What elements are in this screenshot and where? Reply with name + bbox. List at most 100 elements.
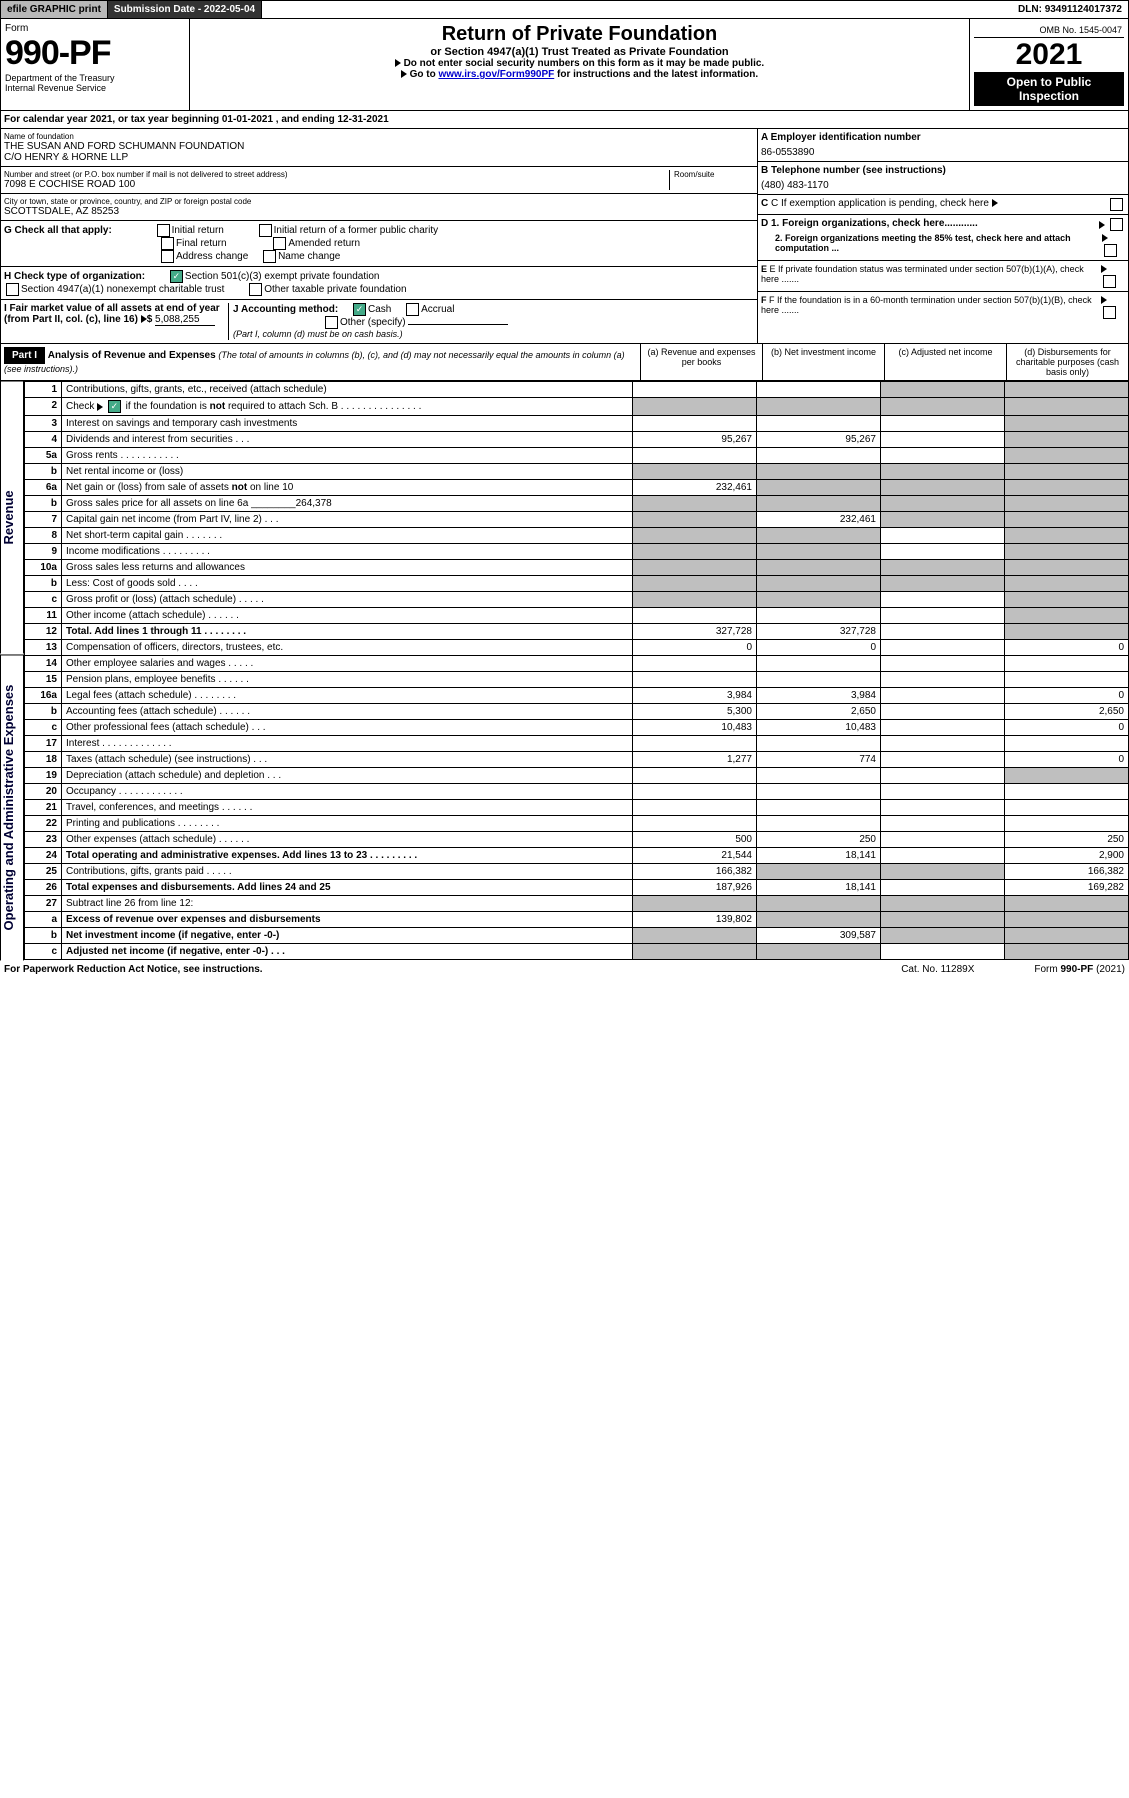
name-change-check[interactable]	[263, 250, 276, 263]
table-row: bAccounting fees (attach schedule) . . .…	[25, 704, 1129, 720]
form-label: Form	[5, 23, 185, 34]
fmv-assets: 5,088,255	[155, 314, 215, 326]
table-row: cGross profit or (loss) (attach schedule…	[25, 592, 1129, 608]
tax-year: 2021	[974, 38, 1124, 72]
form-header: Form 990-PF Department of the Treasury I…	[0, 19, 1129, 111]
col-a-header: (a) Revenue and expenses per books	[640, 344, 762, 380]
name-label: Name of foundation	[4, 132, 754, 141]
table-row: 23Other expenses (attach schedule) . . .…	[25, 832, 1129, 848]
table-row: 12Total. Add lines 1 through 11 . . . . …	[25, 624, 1129, 640]
calendar-year: For calendar year 2021, or tax year begi…	[0, 111, 1129, 129]
expenses-sidebar: Operating and Administrative Expenses	[0, 654, 24, 960]
section-g: G Check all that apply: Initial return I…	[1, 221, 757, 267]
warn: Do not enter social security numbers on …	[194, 58, 965, 69]
table-row: 8Net short-term capital gain . . . . . .…	[25, 528, 1129, 544]
amended-check[interactable]	[273, 237, 286, 250]
section-f: F F If the foundation is in a 60-month t…	[758, 292, 1128, 322]
section-d: D 1. Foreign organizations, check here..…	[758, 215, 1128, 261]
dln: DLN: 93491124017372	[1012, 1, 1128, 18]
table-row: 24Total operating and administrative exp…	[25, 848, 1129, 864]
other-method-check[interactable]	[325, 316, 338, 329]
table-row: 10aGross sales less returns and allowanc…	[25, 560, 1129, 576]
cat-no: Cat. No. 11289X	[901, 964, 974, 975]
initial-return-check[interactable]	[157, 224, 170, 237]
table-row: 2Check ✓ if the foundation is not requir…	[25, 398, 1129, 416]
initial-former-check[interactable]	[259, 224, 272, 237]
table-row: 20Occupancy . . . . . . . . . . . .	[25, 784, 1129, 800]
terminated-check[interactable]	[1103, 275, 1116, 288]
table-row: 15Pension plans, employee benefits . . .…	[25, 672, 1129, 688]
top-bar: efile GRAPHIC print Submission Date - 20…	[0, 0, 1129, 19]
identification-block: Name of foundationTHE SUSAN AND FORD SCH…	[0, 129, 1129, 344]
table-row: 19Depreciation (attach schedule) and dep…	[25, 768, 1129, 784]
col-c-header: (c) Adjusted net income	[884, 344, 1006, 380]
table-row: 25Contributions, gifts, grants paid . . …	[25, 864, 1129, 880]
table-row: 16aLegal fees (attach schedule) . . . . …	[25, 688, 1129, 704]
85pct-check[interactable]	[1104, 244, 1117, 257]
4947-check[interactable]	[6, 283, 19, 296]
col-d-header: (d) Disbursements for charitable purpose…	[1006, 344, 1128, 380]
foundation-name: THE SUSAN AND FORD SCHUMANN FOUNDATION	[4, 141, 754, 152]
table-row: 3Interest on savings and temporary cash …	[25, 416, 1129, 432]
table-row: bLess: Cost of goods sold . . . .	[25, 576, 1129, 592]
exemption-check[interactable]	[1110, 198, 1123, 211]
revenue-sidebar: Revenue	[0, 381, 24, 654]
part1-table: 1Contributions, gifts, grants, etc., rec…	[24, 381, 1129, 960]
form-title: Return of Private Foundation	[194, 23, 965, 46]
table-row: 21Travel, conferences, and meetings . . …	[25, 800, 1129, 816]
goto: Go to www.irs.gov/Form990PF for instruct…	[194, 69, 965, 80]
paperwork-notice: For Paperwork Reduction Act Notice, see …	[4, 964, 263, 975]
city-label: City or town, state or province, country…	[4, 197, 754, 206]
form-subtitle: or Section 4947(a)(1) Trust Treated as P…	[194, 46, 965, 58]
city-state-zip: SCOTTSDALE, AZ 85253	[4, 206, 754, 217]
501c3-check[interactable]: ✓	[170, 270, 183, 283]
care-of: C/O HENRY & HORNE LLP	[4, 152, 754, 163]
address-change-check[interactable]	[161, 250, 174, 263]
ein-label: A Employer identification number	[761, 132, 921, 143]
part-badge: Part I	[4, 347, 45, 364]
telephone: (480) 483-1170	[761, 180, 1125, 191]
room-label: Room/suite	[674, 170, 754, 179]
section-h: H Check type of organization: ✓Section 5…	[1, 267, 757, 300]
section-e: E E If private foundation status was ter…	[758, 261, 1128, 292]
table-row: bNet rental income or (loss)	[25, 464, 1129, 480]
table-row: 6aNet gain or (loss) from sale of assets…	[25, 480, 1129, 496]
table-row: cOther professional fees (attach schedul…	[25, 720, 1129, 736]
table-row: 7Capital gain net income (from Part IV, …	[25, 512, 1129, 528]
foreign-org-check[interactable]	[1110, 218, 1123, 231]
omb: OMB No. 1545-0047	[974, 23, 1124, 38]
table-row: 18Taxes (attach schedule) (see instructi…	[25, 752, 1129, 768]
table-row: 9Income modifications . . . . . . . . .	[25, 544, 1129, 560]
table-row: 22Printing and publications . . . . . . …	[25, 816, 1129, 832]
addr-label: Number and street (or P.O. box number if…	[4, 170, 669, 179]
accrual-check[interactable]	[406, 303, 419, 316]
form-number: 990-PF	[5, 34, 185, 73]
final-return-check[interactable]	[161, 237, 174, 250]
part-title: Analysis of Revenue and Expenses	[48, 350, 219, 361]
instructions-link[interactable]: www.irs.gov/Form990PF	[438, 69, 554, 80]
table-row: 14Other employee salaries and wages . . …	[25, 656, 1129, 672]
part1-table-wrap: Revenue Operating and Administrative Exp…	[0, 381, 1129, 960]
tel-label: B Telephone number (see instructions)	[761, 165, 946, 176]
part1-header: Part I Analysis of Revenue and Expenses …	[0, 344, 1129, 381]
60month-check[interactable]	[1103, 306, 1116, 319]
page-footer: For Paperwork Reduction Act Notice, see …	[0, 960, 1129, 979]
section-ij: I Fair market value of all assets at end…	[1, 300, 757, 343]
table-row: 5aGross rents . . . . . . . . . . .	[25, 448, 1129, 464]
table-row: bNet investment income (if negative, ent…	[25, 928, 1129, 944]
cash-check[interactable]: ✓	[353, 303, 366, 316]
table-row: 27Subtract line 26 from line 12:	[25, 896, 1129, 912]
table-row: 1Contributions, gifts, grants, etc., rec…	[25, 382, 1129, 398]
table-row: 26Total expenses and disbursements. Add …	[25, 880, 1129, 896]
col-b-header: (b) Net investment income	[762, 344, 884, 380]
efile-button[interactable]: efile GRAPHIC print	[1, 1, 108, 18]
irs: Internal Revenue Service	[5, 83, 185, 93]
form-ref: Form 990-PF (2021)	[1034, 964, 1125, 975]
submission-date: Submission Date - 2022-05-04	[108, 1, 262, 18]
table-row: bGross sales price for all assets on lin…	[25, 496, 1129, 512]
cash-basis-note: (Part I, column (d) must be on cash basi…	[233, 329, 403, 339]
table-row: 11Other income (attach schedule) . . . .…	[25, 608, 1129, 624]
street-address: 7098 E COCHISE ROAD 100	[4, 179, 669, 190]
other-taxable-check[interactable]	[249, 283, 262, 296]
open-public: Open to Public Inspection	[974, 72, 1124, 106]
